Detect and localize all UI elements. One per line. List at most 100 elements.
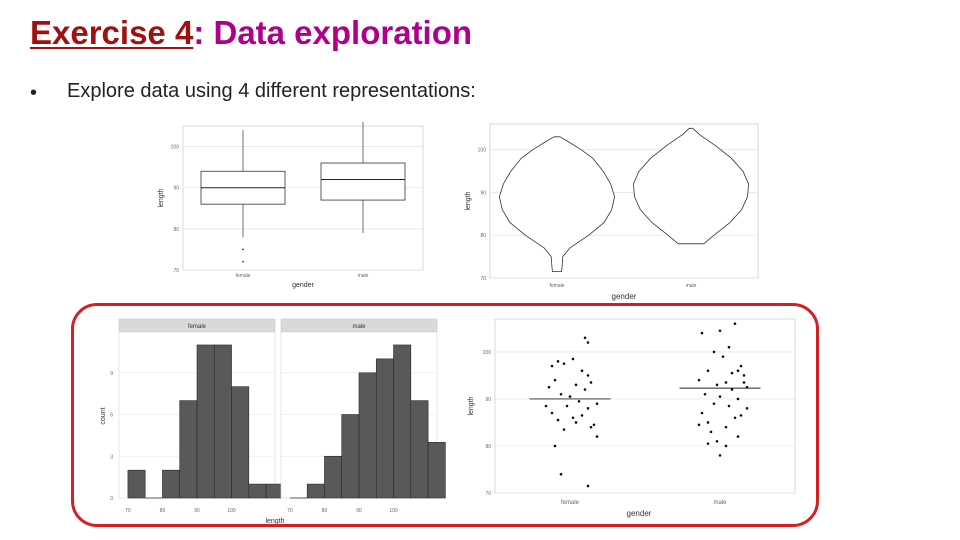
jitter-point [727,345,731,349]
jitter-point [739,414,743,417]
jitter-point [589,425,593,429]
box-male [320,162,406,201]
jitter-point [574,421,578,424]
jitter-point [571,416,575,420]
x-tick-label: male [713,500,727,506]
x-tick-label: 70 [287,508,293,514]
jitter-point [736,369,740,373]
title-topic: Data exploration [213,14,473,51]
x-axis-label: length [265,518,284,525]
x-tick-label: 80 [322,508,328,514]
x-tick-label: 100 [389,508,398,514]
jitter-point [721,355,725,358]
jitter-point [544,404,548,408]
violin-chart: 70 80 90 100 length female male gender [465,123,759,301]
jitter-point [724,425,728,429]
y-tick-label: 9 [110,371,113,377]
jitter-chart: 70 80 90 100 length female male gender [468,318,796,518]
histogram-chart: female 0 3 6 9 70 80 90 100 male 70 80 90 100 count len… [100,318,446,525]
slide-title: Exercise 4: Data exploration [30,14,472,52]
jitter-point [718,329,722,333]
facet-label: male [352,324,366,330]
jitter-point [727,404,731,408]
x-tick-label: male [358,273,369,279]
jitter-point [706,442,710,445]
jitter-point [583,388,587,391]
jitter-point [715,439,719,443]
y-tick-label: 90 [485,397,491,403]
jitter-point [706,369,710,373]
jitter-point [742,381,746,384]
jitter-point [580,414,584,417]
x-axis-label: gender [612,292,637,301]
jitter-point [697,423,701,427]
violin-female [499,136,616,273]
y-axis-label: length [158,188,165,207]
jitter-point [724,444,728,448]
jitter-point [712,350,716,354]
y-tick-label: 6 [110,413,113,419]
jitter-point [715,383,719,387]
x-tick-label: female [235,273,250,279]
jitter-point [583,336,587,340]
jitter-point [592,423,596,427]
box-outlier [242,248,244,251]
jitter-point [586,407,590,410]
facet-label: female [188,324,207,330]
highlight-frame [71,303,819,527]
x-tick-label: 90 [356,508,362,514]
jitter-point [559,472,563,476]
y-tick-label: 0 [110,496,113,502]
jitter-point [745,385,749,389]
x-tick-label: 80 [160,508,166,514]
x-tick-label: 100 [227,508,236,514]
jitter-point [559,392,563,396]
x-tick-label: 90 [194,508,200,514]
title-separator: : [193,14,214,51]
x-tick-label: female [561,500,580,506]
jitter-point [574,383,578,387]
y-tick-label: 90 [480,190,486,196]
jitter-point [700,411,704,415]
jitter-point [595,402,599,405]
y-tick-label: 70 [480,276,486,282]
x-axis-label: gender [292,282,314,289]
jitter-point [586,341,590,344]
box-outlier [242,260,244,263]
bullet-marker: • [30,82,38,104]
jitter-point [589,381,593,384]
jitter-point [706,421,710,424]
jitter-point [553,378,557,382]
jitter-point [742,374,746,377]
jitter-point [550,411,554,415]
boxplot-chart: 70 80 90 100 length female male gender [158,121,424,289]
jitter-point [718,395,722,398]
histogram-bar [127,469,146,499]
jitter-point [571,357,575,361]
y-tick-label: 90 [173,186,179,192]
x-tick-label: 70 [125,508,131,514]
histogram-bar [231,386,250,499]
x-tick-label: male [686,283,697,289]
jitter-point [736,397,740,401]
jitter-point [697,378,701,382]
jitter-point [547,385,551,389]
bullet-text: Explore data using 4 different represent… [67,80,476,102]
jitter-point [556,360,560,363]
violin-male [632,127,750,245]
y-tick-label: 80 [485,444,491,450]
y-axis-label: length [465,191,472,210]
title-exercise-number: Exercise 4 [30,14,194,51]
x-tick-label: female [549,283,564,289]
y-tick-label: 70 [485,491,491,497]
y-tick-label: 100 [171,145,180,151]
jitter-point [556,418,560,422]
y-tick-label: 70 [173,268,179,274]
jitter-point [703,392,707,396]
jitter-point [595,435,599,438]
jitter-point [586,484,590,488]
y-axis-label: count [100,407,107,424]
jitter-point [730,371,734,375]
jitter-point [739,364,743,368]
jitter-point [550,364,554,368]
